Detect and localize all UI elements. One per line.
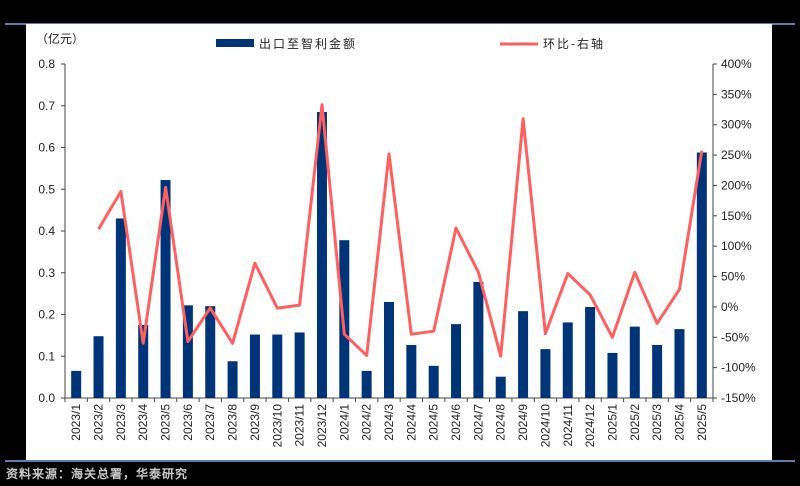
bar bbox=[138, 324, 149, 398]
bar bbox=[495, 376, 506, 398]
x-tick-label: 2024/4 bbox=[404, 404, 418, 441]
x-tick-label: 2023/5 bbox=[159, 404, 173, 441]
right-tick-label: 100% bbox=[721, 239, 752, 253]
x-tick-label: 2024/7 bbox=[471, 404, 485, 441]
left-tick-label: 0.1 bbox=[38, 349, 55, 363]
right-tick-label: -50% bbox=[721, 330, 749, 344]
x-tick-label: 2023/1 bbox=[69, 404, 83, 441]
bar bbox=[562, 322, 573, 398]
x-tick-label: 2025/2 bbox=[628, 404, 642, 441]
mom-line bbox=[97, 103, 704, 358]
bar bbox=[294, 332, 305, 398]
bar bbox=[696, 152, 707, 398]
x-tick-label: 2023/8 bbox=[226, 404, 240, 441]
left-tick-label: 0.7 bbox=[38, 99, 55, 113]
bar bbox=[272, 334, 283, 398]
legend: 出口至智利金额 环比-右轴 bbox=[216, 36, 605, 51]
bar bbox=[585, 306, 596, 398]
bar bbox=[629, 326, 640, 398]
bar bbox=[518, 311, 529, 398]
x-tick-label: 2024/8 bbox=[494, 404, 508, 441]
bar bbox=[428, 365, 439, 398]
x-tick-label: 2024/2 bbox=[360, 404, 374, 441]
x-tick-label: 2023/7 bbox=[203, 404, 217, 441]
right-tick-label: -150% bbox=[721, 391, 756, 405]
bar bbox=[316, 112, 327, 398]
right-tick-label: -100% bbox=[721, 361, 756, 375]
x-tick-label: 2024/6 bbox=[449, 404, 463, 441]
bar bbox=[227, 361, 238, 398]
x-tick-label: 2025/3 bbox=[650, 404, 664, 441]
bar bbox=[540, 349, 551, 398]
left-tick-label: 0.2 bbox=[38, 308, 55, 322]
bar bbox=[473, 281, 484, 398]
bar bbox=[652, 344, 663, 398]
legend-bar-swatch bbox=[216, 39, 254, 47]
right-tick-label: 250% bbox=[721, 148, 752, 162]
bar bbox=[249, 334, 260, 398]
x-tick-label: 2025/5 bbox=[695, 404, 709, 441]
x-tick-label: 2024/1 bbox=[337, 404, 351, 441]
x-tick-label: 2023/2 bbox=[92, 404, 106, 441]
bar bbox=[384, 301, 394, 398]
bar bbox=[160, 180, 171, 398]
x-tick-label: 2024/9 bbox=[516, 404, 530, 441]
axes: 0.0 0.1 0.2 0.3 0.4 0.5 0.6 0.7 0.8 -150% -100% -50… bbox=[38, 57, 756, 447]
bar bbox=[406, 344, 417, 398]
x-tick-label: 2023/3 bbox=[114, 404, 128, 441]
source-note: 资料来源：海关总署，华泰研究 bbox=[6, 467, 189, 481]
bar bbox=[674, 329, 685, 398]
x-tick-label: 2023/10 bbox=[270, 404, 284, 448]
x-tick-label: 2023/12 bbox=[315, 404, 329, 448]
bar bbox=[71, 370, 82, 398]
legend-bar-label: 出口至智利金额 bbox=[259, 36, 357, 51]
left-tick-label: 0.8 bbox=[38, 57, 55, 71]
bar bbox=[451, 324, 462, 398]
line-series bbox=[97, 103, 704, 358]
bar bbox=[205, 306, 216, 398]
x-tick-label: 2024/12 bbox=[583, 404, 597, 448]
right-tick-label: 50% bbox=[721, 270, 745, 284]
left-tick-label: 0.6 bbox=[38, 141, 55, 155]
right-tick-label: 200% bbox=[721, 178, 752, 192]
bar bbox=[607, 352, 618, 398]
x-tick-label: 2023/4 bbox=[136, 404, 150, 441]
x-tick-label: 2023/9 bbox=[248, 404, 262, 441]
right-tick-label: 300% bbox=[721, 118, 752, 132]
unit-label: （亿元） bbox=[36, 31, 84, 46]
bottom-divider bbox=[5, 460, 795, 462]
x-tick-label: 2024/5 bbox=[427, 404, 441, 441]
bar bbox=[93, 336, 104, 398]
legend-line-label: 环比-右轴 bbox=[543, 36, 605, 51]
x-tick-label: 2024/10 bbox=[538, 404, 552, 448]
x-tick-label: 2025/1 bbox=[605, 404, 619, 441]
bar bbox=[361, 370, 372, 398]
x-tick-label: 2024/11 bbox=[561, 404, 575, 447]
x-tick-label: 2025/4 bbox=[672, 404, 686, 441]
right-tick-label: 350% bbox=[721, 87, 752, 101]
x-tick-label: 2023/6 bbox=[181, 404, 195, 441]
right-tick-label: 400% bbox=[721, 57, 752, 71]
x-tick-label: 2023/11 bbox=[293, 404, 307, 447]
right-tick-label: 150% bbox=[721, 209, 752, 223]
left-tick-label: 0.4 bbox=[38, 224, 55, 238]
bar bbox=[182, 305, 193, 398]
left-tick-label: 0.0 bbox=[38, 391, 55, 405]
x-tick-label: 2024/3 bbox=[382, 404, 396, 441]
right-tick-label: 0% bbox=[721, 300, 739, 314]
left-tick-label: 0.5 bbox=[38, 182, 55, 196]
bar bbox=[115, 218, 126, 398]
left-tick-label: 0.3 bbox=[38, 266, 55, 280]
